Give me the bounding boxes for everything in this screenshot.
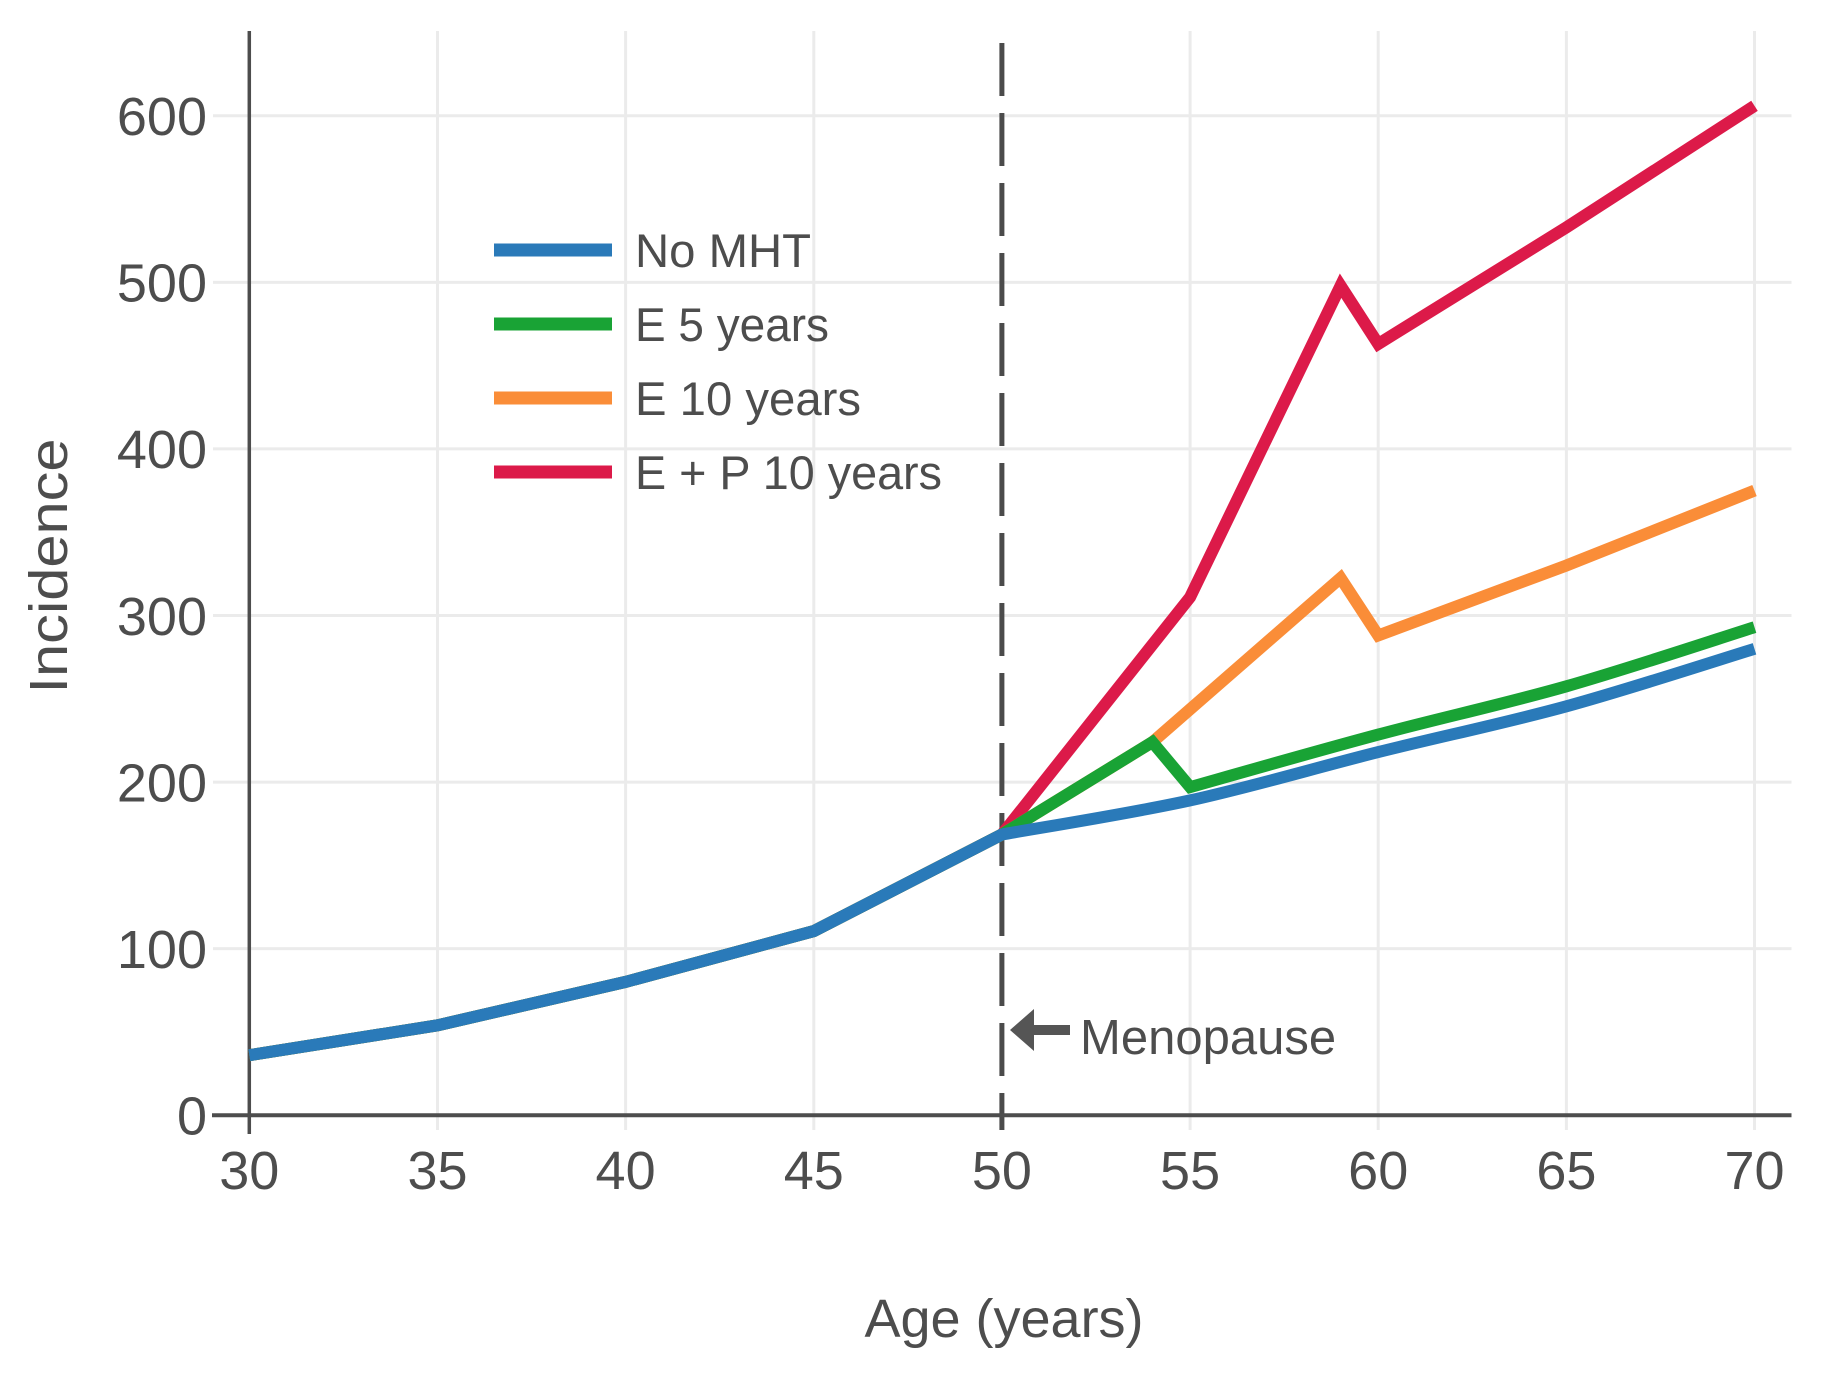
svg-text:30: 30 — [219, 1141, 279, 1201]
svg-text:600: 600 — [117, 87, 207, 147]
svg-text:Age (years): Age (years) — [864, 1289, 1143, 1349]
svg-text:100: 100 — [117, 920, 207, 980]
svg-text:500: 500 — [117, 254, 207, 314]
svg-text:65: 65 — [1536, 1141, 1596, 1201]
svg-text:Menopause: Menopause — [1080, 1011, 1336, 1065]
svg-text:40: 40 — [596, 1141, 656, 1201]
svg-text:0: 0 — [177, 1087, 207, 1147]
svg-text:E + P 10 years: E + P 10 years — [635, 446, 942, 499]
svg-text:200: 200 — [117, 753, 207, 813]
svg-text:35: 35 — [407, 1141, 467, 1201]
svg-text:300: 300 — [117, 587, 207, 647]
svg-text:No MHT: No MHT — [635, 224, 811, 277]
svg-text:E 10 years: E 10 years — [635, 372, 861, 425]
svg-text:E 5 years: E 5 years — [635, 298, 829, 351]
svg-text:60: 60 — [1348, 1141, 1408, 1201]
svg-text:400: 400 — [117, 420, 207, 480]
svg-text:70: 70 — [1724, 1141, 1784, 1201]
svg-text:45: 45 — [784, 1141, 844, 1201]
svg-text:50: 50 — [972, 1141, 1032, 1201]
svg-text:Incidence: Incidence — [19, 439, 79, 694]
svg-text:55: 55 — [1160, 1141, 1220, 1201]
